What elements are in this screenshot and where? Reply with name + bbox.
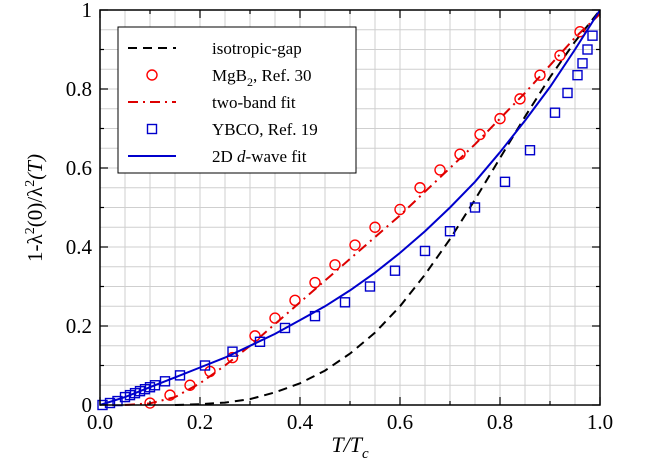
data-point-circle (269, 312, 281, 324)
series-2 (124, 13, 601, 406)
legend-label: isotropic-gap (212, 39, 302, 58)
legend-marker-square (146, 123, 158, 135)
data-point-square (279, 322, 291, 334)
data-point-square (572, 69, 583, 81)
data-point-circle (534, 69, 546, 81)
data-point-square (149, 380, 161, 391)
data-point-circle (514, 93, 526, 105)
x-tick-label: 0.2 (187, 410, 213, 434)
data-point-square (582, 44, 593, 55)
x-tick-label: 1.0 (587, 410, 613, 434)
data-point-circle (414, 182, 426, 194)
data-point-square (389, 265, 401, 276)
series-3 (97, 30, 598, 411)
data-point-square (444, 225, 456, 237)
data-point-square (159, 376, 171, 387)
data-point-circle (329, 259, 341, 271)
data-point-square (254, 336, 266, 347)
series-line (124, 13, 601, 406)
x-tick-label: 0.4 (287, 410, 314, 434)
legend-label: MgB2, Ref. 30 (212, 66, 312, 89)
series-layer (97, 9, 601, 411)
legend-label: YBCO, Ref. 19 (212, 120, 318, 139)
data-point-circle (164, 389, 176, 401)
data-point-square (562, 87, 573, 99)
data-point-square (419, 245, 431, 257)
y-tick-label: 0.2 (66, 314, 92, 338)
x-tick-label: 0.6 (387, 410, 413, 434)
series-line (99, 9, 601, 406)
x-tick-label: 0.8 (487, 410, 513, 434)
data-point-circle (494, 112, 506, 125)
data-point-square (524, 145, 536, 156)
data-point-circle (394, 203, 406, 216)
data-point-square (499, 176, 511, 188)
y-tick-label: 0.6 (66, 156, 92, 180)
y-tick-label: 0.8 (66, 77, 92, 101)
data-point-circle (554, 49, 566, 62)
y-axis-title: 1-λ2(0)/λ2(T) (23, 154, 47, 262)
legend: isotropic-gap MgB2, Ref. 30 two-band fit YB… (117, 26, 357, 174)
legend-marker-circle (146, 69, 158, 81)
data-point-circle (369, 221, 381, 233)
x-tick-label: 0.0 (87, 410, 113, 434)
x-axis-title-subscript: c (362, 446, 369, 462)
series-1 (144, 26, 586, 409)
y-tick-label: 1 (82, 0, 93, 22)
data-point-circle (434, 164, 446, 176)
data-point-square (577, 58, 588, 69)
legend-box (117, 26, 357, 174)
data-point-square (549, 107, 561, 118)
y-tick-label: 0.4 (66, 235, 93, 259)
data-point-square (339, 297, 351, 308)
legend-label: two-band fit (212, 93, 296, 112)
data-point-circle (309, 276, 321, 289)
data-point-square (587, 30, 598, 41)
data-point-circle (349, 239, 361, 251)
data-point-square (364, 281, 376, 292)
x-tick-labels: 0.0 0.2 0.4 0.6 0.8 1.0 (87, 410, 613, 434)
x-axis-title: T/Tc (331, 432, 369, 462)
ticks (99, 9, 601, 406)
data-point-circle (574, 26, 586, 38)
data-point-square (199, 360, 211, 371)
y-tick-label: 0 (82, 393, 93, 417)
y-tick-labels: 0 0.2 0.4 0.6 0.8 1 (66, 0, 93, 417)
legend-label: 2D d-wave fit (212, 147, 307, 166)
data-point-circle (226, 351, 239, 364)
data-point-square (469, 202, 481, 213)
data-point-square (174, 370, 186, 381)
data-point-circle (474, 128, 486, 141)
series-4 (99, 9, 601, 406)
